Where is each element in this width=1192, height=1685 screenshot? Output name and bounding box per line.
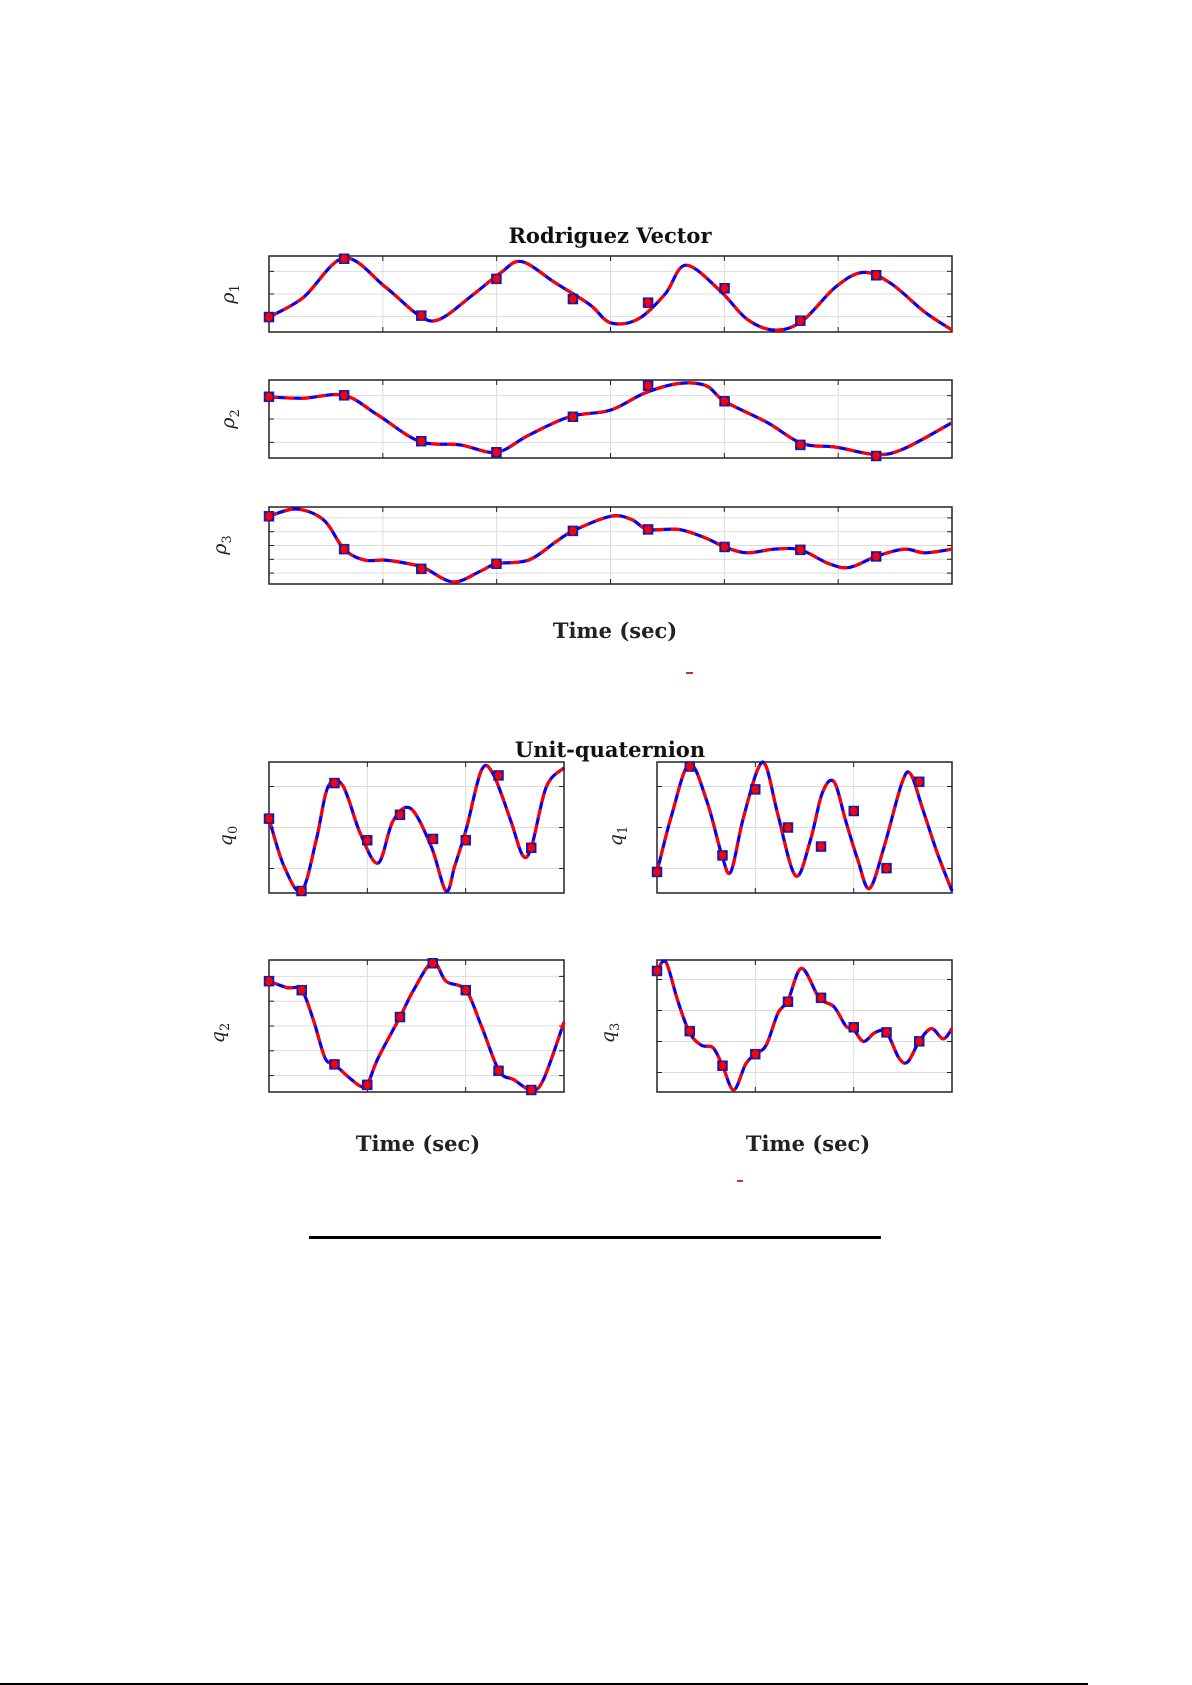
rodriguez-xlabel: Time (sec) [552, 618, 678, 643]
q0-plot [263, 761, 566, 897]
rodriguez-title: Rodriguez Vector [508, 223, 712, 248]
subscript: 1 [227, 284, 243, 293]
quaternion-title: Unit-quaternion [514, 737, 706, 762]
rho3-plot [263, 506, 953, 585]
q0-ylabel: q0 [215, 826, 241, 846]
quaternion-xlabel-left: Time (sec) [355, 1131, 481, 1156]
q3-plot [651, 959, 954, 1093]
subscript: 3 [219, 535, 235, 544]
q-symbol: q [207, 1031, 230, 1044]
plot-canvas [651, 959, 954, 1093]
q2-ylabel: q2 [207, 1023, 233, 1043]
q-symbol: q [215, 834, 238, 847]
subscript: 1 [615, 825, 631, 835]
plot-canvas [263, 506, 953, 585]
q-symbol: q [597, 1031, 620, 1044]
quaternion-xlabel-right: Time (sec) [745, 1131, 871, 1156]
q1-ylabel: q1 [605, 826, 631, 846]
subscript: 2 [217, 1022, 233, 1032]
q1-plot [651, 760, 954, 894]
rho-symbol: ρ [217, 292, 240, 304]
rho2-ylabel: ρ2 [217, 409, 243, 428]
stray-red-mark [737, 1180, 743, 1182]
subscript: 3 [607, 1022, 623, 1032]
plot-canvas [263, 958, 566, 1096]
plot-canvas [263, 253, 953, 333]
plot-canvas [651, 760, 954, 894]
q3-ylabel: q3 [597, 1023, 623, 1043]
plot-canvas [263, 379, 953, 462]
rho-symbol: ρ [209, 543, 232, 555]
q2-plot [263, 958, 566, 1096]
plot-canvas [263, 761, 566, 897]
rho-symbol: ρ [217, 417, 240, 429]
rho2-plot [263, 379, 953, 462]
page-bottom-rule [0, 1683, 1088, 1685]
rho1-ylabel: ρ1 [217, 284, 243, 303]
rho3-ylabel: ρ3 [209, 535, 235, 554]
footnote-rule [309, 1236, 881, 1239]
stray-red-mark [686, 672, 693, 674]
subscript: 0 [225, 825, 241, 835]
rho1-plot [263, 253, 953, 333]
subscript: 2 [227, 409, 243, 418]
q-symbol: q [605, 834, 628, 847]
